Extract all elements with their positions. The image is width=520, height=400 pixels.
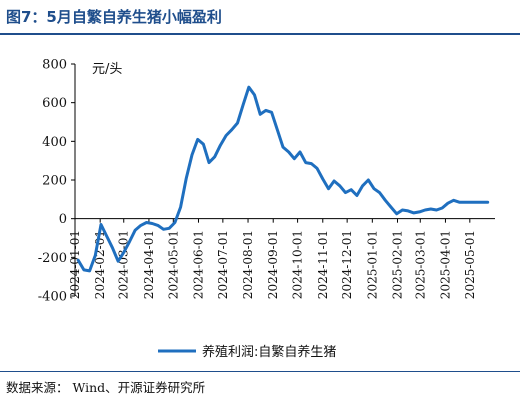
title-divider [0,33,520,35]
x-tick-label: 2024-09-01 [266,230,280,299]
x-tick-label: 2025-02-01 [391,230,405,299]
x-axis: 2024-01-01 2024-02-01 2024-03-01 2024-04-01… [68,218,495,299]
y-tick-label: 600 [42,96,67,111]
y-tick-label: 0 [59,212,67,227]
x-tick-label: 2025-03-01 [413,230,427,299]
x-tick-label: 2024-02-01 [93,230,107,299]
x-tick-label: 2024-07-01 [216,230,230,299]
x-tick-label: 2025-01-01 [365,230,379,299]
legend-label: 养殖利润:自繁自养生猪 [202,344,336,360]
source-divider [0,371,520,372]
y-tick-label: 200 [42,174,67,189]
x-tick-label: 2024-10-01 [291,230,305,299]
source-note: 数据来源： Wind、开源证券研究所 [6,380,206,395]
x-tick-label: 2024-05-01 [166,230,180,299]
series-line [76,85,490,273]
y-axis-unit-label: 元/头 [92,62,122,77]
x-tick-label: 2024-06-01 [191,230,205,299]
chart-title: 图7：5月自繁自养生猪小幅盈利 [6,8,222,26]
x-tick-label: 2024-12-01 [340,230,354,299]
legend: 养殖利润:自繁自养生猪 [158,344,336,360]
x-tick-label: 2025-05-01 [463,230,477,299]
y-tick-label: -400 [38,290,67,305]
x-tick-label: 2025-04-01 [438,230,452,299]
x-tick-label: 2024-01-01 [68,230,82,299]
series-layer [76,85,490,273]
x-tick-label: 2024-11-01 [316,230,330,299]
y-tick-label: 800 [42,58,67,73]
x-tick-label: 2024-04-01 [142,230,156,299]
y-axis: -400 -200 0 200 400 600 800 [38,58,76,305]
x-tick-label: 2024-08-01 [241,230,255,299]
y-tick-label: 400 [42,135,67,150]
y-tick-label: -200 [38,251,67,266]
